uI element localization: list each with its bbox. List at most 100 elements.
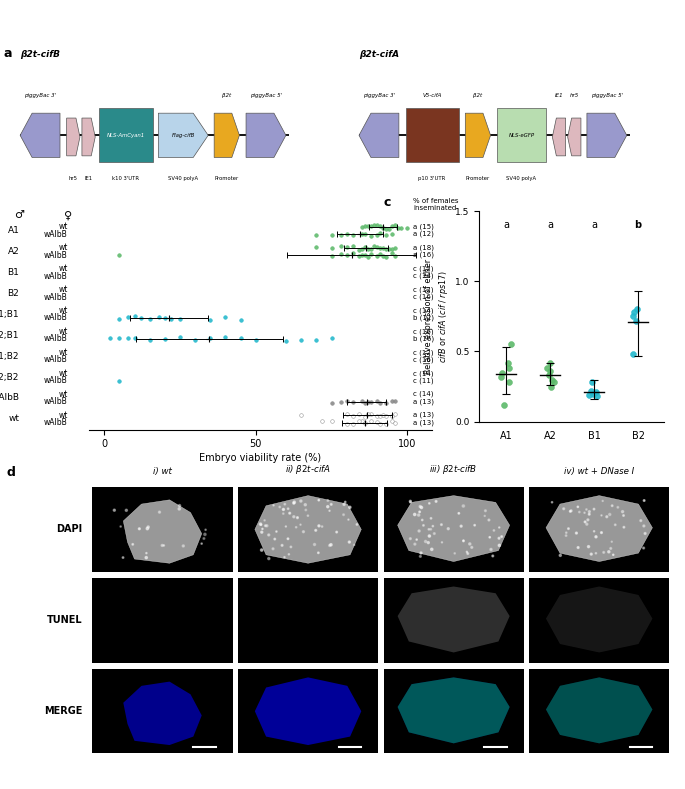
Point — [360, 249, 371, 261]
Text: a (16): a (16) — [413, 252, 434, 258]
Text: TUNEL: TUNEL — [47, 615, 82, 626]
Point — [129, 331, 140, 344]
Point — [158, 539, 169, 552]
Point — [271, 525, 282, 538]
Text: c (12): c (12) — [413, 349, 434, 356]
Point — [496, 370, 507, 383]
Point — [190, 334, 201, 346]
Point — [574, 506, 585, 518]
Point — [235, 332, 246, 345]
Point — [114, 249, 125, 261]
Point — [369, 219, 379, 232]
Point — [608, 548, 619, 561]
Point — [144, 335, 155, 347]
Point — [409, 508, 420, 521]
Polygon shape — [397, 495, 510, 562]
Point — [386, 227, 397, 240]
Point — [415, 550, 426, 563]
Point — [586, 548, 597, 560]
Text: wt: wt — [58, 306, 68, 315]
Point — [603, 545, 614, 558]
Point — [353, 243, 364, 256]
Text: SV40 polyA: SV40 polyA — [506, 176, 536, 181]
Point — [386, 415, 397, 428]
Point — [635, 514, 646, 527]
Point — [259, 514, 270, 527]
Text: 100%: 100% — [553, 331, 579, 339]
Point — [598, 546, 609, 559]
Point — [366, 230, 377, 242]
Point — [351, 518, 362, 531]
Point — [586, 384, 597, 397]
Point — [279, 498, 290, 510]
Point — [235, 313, 246, 326]
Point — [256, 544, 267, 556]
Text: c: c — [384, 196, 390, 209]
Text: wt: wt — [58, 390, 68, 398]
Point — [295, 518, 306, 531]
Point — [114, 375, 125, 387]
Point — [142, 521, 153, 533]
Point — [462, 545, 473, 558]
Point — [262, 519, 273, 532]
Point — [366, 415, 377, 428]
Text: MERGE: MERGE — [44, 706, 82, 716]
Text: wt: wt — [58, 264, 68, 273]
Point — [199, 528, 210, 540]
Text: A2;B2: A2;B2 — [0, 372, 19, 382]
Text: iii) $\it{\beta2t}$-$\it{cifB}$: iii) $\it{\beta2t}$-$\it{cifB}$ — [429, 463, 478, 477]
Point — [175, 331, 186, 344]
Text: Promoter: Promoter — [466, 176, 490, 181]
Point — [121, 504, 132, 517]
Point — [486, 543, 497, 555]
Point — [456, 520, 466, 533]
Point — [571, 527, 582, 540]
Point — [426, 543, 437, 555]
Point — [606, 542, 616, 555]
Text: c (14): c (14) — [413, 370, 434, 376]
Point — [344, 536, 355, 548]
Text: wAlbB: wAlbB — [44, 397, 68, 406]
Point — [375, 219, 386, 232]
Point — [325, 538, 336, 551]
Text: c (16): c (16) — [413, 294, 434, 301]
Point — [366, 395, 377, 408]
Text: a: a — [503, 219, 509, 230]
Point — [347, 229, 358, 241]
Point — [377, 222, 388, 234]
Point — [588, 503, 599, 515]
Y-axis label: Relative expression of either
$cifB$ or $cifA$ ($cif$ / $rps17$): Relative expression of either $cifB$ or … — [424, 259, 450, 374]
Text: a: a — [3, 47, 12, 60]
Point — [153, 311, 164, 323]
Point — [347, 418, 358, 431]
Point — [558, 503, 569, 515]
Point — [353, 407, 364, 420]
Point — [278, 507, 289, 520]
Point — [583, 540, 594, 553]
Point — [416, 547, 427, 559]
Point — [545, 357, 556, 369]
Point — [347, 247, 358, 260]
Point — [607, 499, 618, 512]
Point — [573, 541, 584, 554]
Text: ii) $\it{\beta2t}$-$\it{cifA}$: ii) $\it{\beta2t}$-$\it{cifA}$ — [285, 463, 331, 477]
Point — [503, 376, 514, 389]
Point — [105, 331, 116, 344]
Text: 0%: 0% — [553, 268, 567, 277]
Point — [324, 504, 335, 517]
Point — [316, 520, 327, 533]
Point — [416, 514, 427, 526]
Point — [418, 519, 429, 532]
Polygon shape — [255, 678, 361, 745]
Point — [356, 415, 367, 428]
Bar — [406, 108, 459, 163]
Point — [590, 530, 601, 543]
Point — [542, 362, 553, 375]
Point — [384, 222, 395, 235]
Text: wt: wt — [58, 222, 68, 231]
Point — [288, 510, 299, 523]
Polygon shape — [546, 678, 652, 743]
Point — [584, 389, 595, 402]
Text: c (11): c (11) — [413, 377, 434, 384]
Point — [335, 247, 346, 260]
